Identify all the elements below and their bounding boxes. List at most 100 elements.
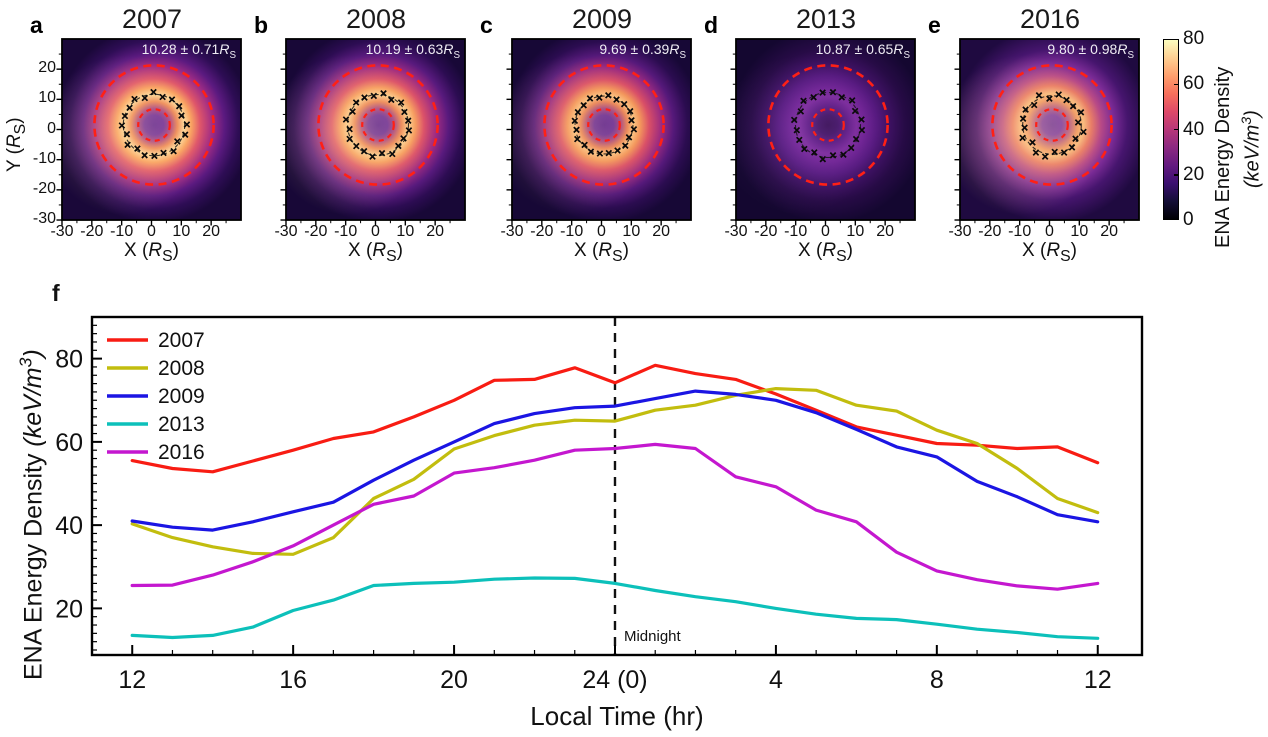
heatmap-x-tick-label: 10 <box>622 223 641 240</box>
x-marker <box>1041 153 1049 160</box>
heatmap-y-tick-label: 0 <box>47 119 56 137</box>
outer-ring-circle <box>543 64 665 186</box>
x-marker <box>819 89 826 96</box>
x-axis-label-a: X (RS) <box>124 240 179 265</box>
outer-ring-circle <box>767 64 889 186</box>
legend-label-2013: 2013 <box>158 413 205 436</box>
x-marker <box>159 93 166 101</box>
x-marker <box>361 94 368 101</box>
x-marker <box>621 142 629 150</box>
x-marker <box>858 116 865 123</box>
x-marker <box>819 155 827 163</box>
line-chart: Midnight 12 16 20 24 (0) 4 8 12 20 40 60 80 Local Ti… <box>0 265 1268 737</box>
x-marker <box>840 151 847 159</box>
x-marker <box>605 149 613 157</box>
ring-radius-annotation-2008: 10.19 ± 0.63RS <box>365 41 460 61</box>
heatmap-svg-2016 <box>954 38 1140 226</box>
x-marker <box>346 135 353 143</box>
x-marker <box>1032 149 1040 156</box>
x-marker <box>178 112 185 119</box>
legend-label-2008: 2008 <box>158 357 205 380</box>
heatmap-x-tick-label: 20 <box>652 223 671 240</box>
line-chart-x-axis-label: Local Time (hr) <box>530 701 703 731</box>
x-marker <box>123 130 131 138</box>
heatmap-x-tick-label: 0 <box>821 223 830 240</box>
heatmap-x-tick-label: 20 <box>876 223 895 240</box>
outer-ring-circle <box>317 64 439 186</box>
heatmap-x-tick-label: -10 <box>1008 223 1032 240</box>
heatmap-x-tick-label: -30 <box>724 223 748 240</box>
panel-letter-e: e <box>928 12 941 38</box>
x-marker <box>838 93 846 101</box>
panel-title-2008: 2008 <box>345 4 407 34</box>
heatmap-x-tick-label: -20 <box>530 223 554 240</box>
x-marker <box>851 107 859 115</box>
heatmap-x-tick-label: -20 <box>978 223 1002 240</box>
y-tick-label: 20 <box>55 595 83 623</box>
x-marker <box>124 141 131 149</box>
heatmap-2009: 9.69 ± 0.39RS <box>506 38 692 226</box>
heatmap-x-tick-label: 10 <box>172 223 191 240</box>
x-marker <box>388 150 396 158</box>
x-marker <box>349 108 356 115</box>
panel-title-2009: 2009 <box>571 4 633 34</box>
x-marker <box>141 151 148 159</box>
heatmap-y-tick-label: 10 <box>38 89 56 107</box>
r-symbol: R <box>1046 240 1061 261</box>
inner-ring-circle <box>137 108 171 142</box>
x-marker <box>1019 115 1027 123</box>
panel-title-2007: 2007 <box>121 4 183 34</box>
r-symbol: R <box>598 240 613 261</box>
x-marker <box>352 99 360 106</box>
colorbar-tick <box>1174 83 1179 86</box>
inner-ring-circle <box>1035 108 1069 142</box>
x-marker <box>352 142 360 150</box>
x-marker <box>342 116 350 123</box>
x-marker <box>587 148 595 156</box>
x-marker <box>175 102 183 110</box>
panel-letter-b: b <box>254 12 269 38</box>
panel-title-2013: 2013 <box>795 4 857 34</box>
x-marker <box>173 138 181 145</box>
x-marker <box>394 142 402 150</box>
x-marker <box>626 107 634 115</box>
heatmap-2007: 10.28 ± 0.71RS <box>56 38 242 226</box>
inner-ring-circle <box>361 108 395 142</box>
x-marker <box>370 92 378 100</box>
x-marker <box>1068 144 1076 151</box>
x-marker <box>847 144 855 152</box>
y-tick-label: 40 <box>55 512 83 540</box>
legend-label-2016: 2016 <box>158 441 205 464</box>
x-marker <box>150 88 157 96</box>
heatmap-x-tick-label: -20 <box>304 223 328 240</box>
x-axis-label-c: X (RS) <box>574 240 629 265</box>
heatmap-x-tick-label: 0 <box>147 223 156 240</box>
colorbar-tick-label: 0 <box>1183 209 1194 230</box>
x-marker <box>620 100 628 108</box>
heatmap-svg-2008 <box>280 38 466 226</box>
x-marker <box>400 135 407 142</box>
x-marker <box>1019 134 1026 142</box>
x-marker <box>168 96 176 103</box>
x-marker <box>581 141 588 149</box>
x-marker <box>604 91 612 99</box>
heatmap-x-tick-label: -20 <box>754 223 778 240</box>
colorbar-unit-label: (keV/m3) <box>1238 110 1264 188</box>
x-marker <box>596 150 604 157</box>
heatmap-x-tick-label: 0 <box>371 223 380 240</box>
colorbar-label: ENA Energy Density <box>1212 66 1234 248</box>
x-marker <box>573 135 581 143</box>
x-marker <box>852 135 860 143</box>
r-symbol: R <box>219 41 230 57</box>
x-tick-label: 4 <box>769 666 783 694</box>
colorbar-tick-label: 60 <box>1183 73 1205 95</box>
series-line-2008 <box>130 386 1100 556</box>
colorbar-tick-label: 80 <box>1183 28 1205 49</box>
x-marker <box>625 133 633 141</box>
x-marker <box>118 122 126 129</box>
heatmap-svg-2013 <box>730 38 916 226</box>
fitted-radius-circle <box>346 93 410 157</box>
panel-title-2016: 2016 <box>1019 4 1081 34</box>
x-tick-label: 12 <box>118 666 146 694</box>
